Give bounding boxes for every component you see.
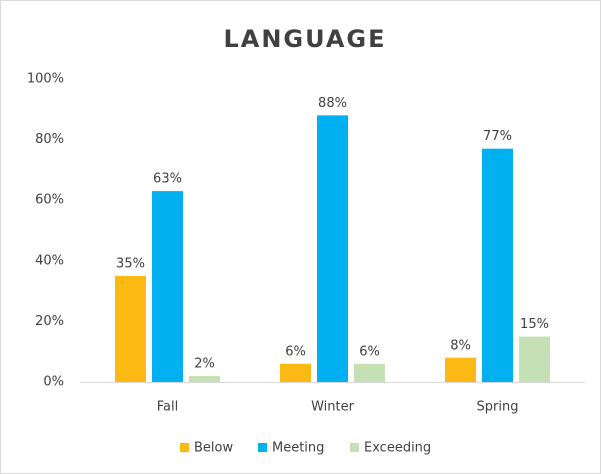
x-tick-label: Spring	[477, 400, 519, 415]
chart-title: LANGUAGE	[223, 25, 386, 53]
bar	[280, 363, 311, 382]
y-tick-label: 40%	[35, 253, 64, 268]
value-label: 35%	[116, 256, 145, 271]
legend-label: Exceeding	[364, 441, 431, 456]
value-label: 88%	[318, 96, 347, 111]
bar	[445, 357, 476, 382]
y-tick-label: 0%	[43, 375, 64, 390]
bar	[482, 148, 513, 382]
value-label: 15%	[520, 317, 549, 332]
legend-swatch	[258, 443, 267, 452]
legend-swatch	[180, 443, 189, 452]
bar	[115, 275, 146, 382]
y-tick-label: 20%	[35, 314, 64, 329]
bar	[519, 336, 550, 382]
value-label: 77%	[483, 129, 512, 144]
y-tick-label: 60%	[35, 193, 64, 208]
value-label: 2%	[194, 356, 215, 371]
legend-label: Below	[194, 441, 233, 456]
value-label: 8%	[450, 338, 471, 353]
value-label: 63%	[153, 172, 182, 187]
legend-label: Meeting	[272, 441, 324, 456]
y-tick-label: 80%	[35, 132, 64, 147]
bar	[189, 375, 220, 382]
bar	[152, 191, 183, 382]
y-tick-label: 100%	[27, 72, 64, 87]
value-label: 6%	[359, 344, 380, 359]
x-tick-label: Fall	[157, 400, 178, 415]
bar	[354, 363, 385, 382]
value-label: 6%	[285, 344, 306, 359]
bar	[317, 115, 348, 383]
legend-swatch	[350, 443, 359, 452]
x-tick-label: Winter	[311, 400, 355, 415]
